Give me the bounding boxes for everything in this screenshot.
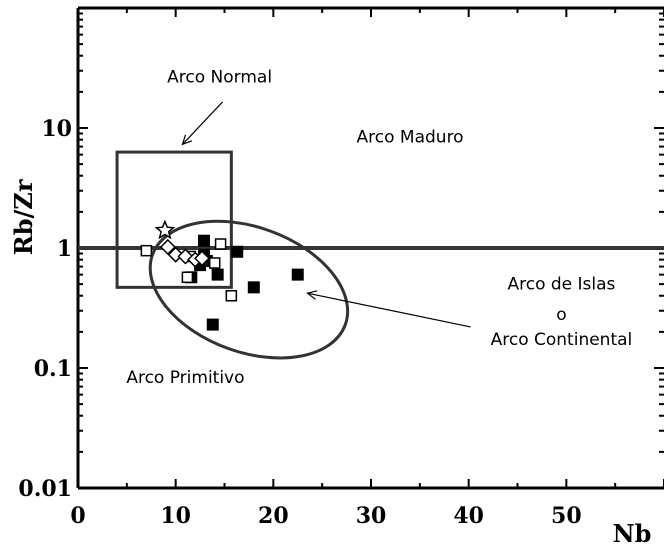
open-square-point <box>181 271 194 284</box>
open-diamond-point <box>159 238 176 256</box>
label-arrows <box>181 101 471 328</box>
axis-ticks <box>77 8 664 489</box>
filled-square-point <box>197 234 210 247</box>
x-tick-label: 40 <box>453 503 484 529</box>
region-label: Arco Maduro <box>357 127 464 147</box>
arrow-shaft <box>182 101 223 145</box>
y-axis-title: Rb/Zr <box>9 179 38 255</box>
filled-square-point <box>231 245 244 258</box>
open-star-point <box>154 219 176 240</box>
open-square-point <box>140 244 153 257</box>
arco-islas-continental-ellipse <box>148 219 350 360</box>
x-tick-label: 30 <box>356 503 387 529</box>
arrow-head <box>181 134 193 146</box>
y-tick-label: 0.01 <box>18 476 72 502</box>
filled-square-point <box>291 268 304 281</box>
filled-square-point <box>206 318 219 331</box>
region-label: Arco Normal <box>167 67 272 87</box>
x-tick-label: 50 <box>551 503 582 529</box>
open-square-point <box>225 290 238 302</box>
open-square-point <box>214 238 227 250</box>
region-labels: Arco Normal Arco Maduro Arco de Islas o Arco… <box>126 67 632 388</box>
data-points <box>140 219 304 331</box>
y-tick-label: 1 <box>57 236 72 262</box>
arco-normal-box <box>115 150 233 289</box>
arrow-head <box>306 290 318 300</box>
x-axis-title: Nb <box>613 519 652 548</box>
region-label: Arco de Islas <box>507 275 615 295</box>
x-tick-label: 10 <box>160 503 191 529</box>
region-label: o <box>556 305 566 325</box>
filled-square-point <box>247 281 260 294</box>
y-tick-label: 10 <box>41 116 72 142</box>
open-square-point <box>208 257 221 269</box>
x-tick-label: 0 <box>70 503 85 529</box>
region-label: Arco Continental <box>491 330 633 350</box>
region-label: Arco Primitivo <box>126 368 244 388</box>
axis-tick-labels: 0 10 20 30 40 50 0.01 0.1 1 10 <box>18 116 581 529</box>
y-tick-label: 0.1 <box>34 356 72 382</box>
open-diamond-point <box>193 250 211 267</box>
filled-square-point <box>211 268 224 281</box>
x-tick-label: 20 <box>258 503 289 529</box>
arrow-shaft <box>307 292 471 328</box>
